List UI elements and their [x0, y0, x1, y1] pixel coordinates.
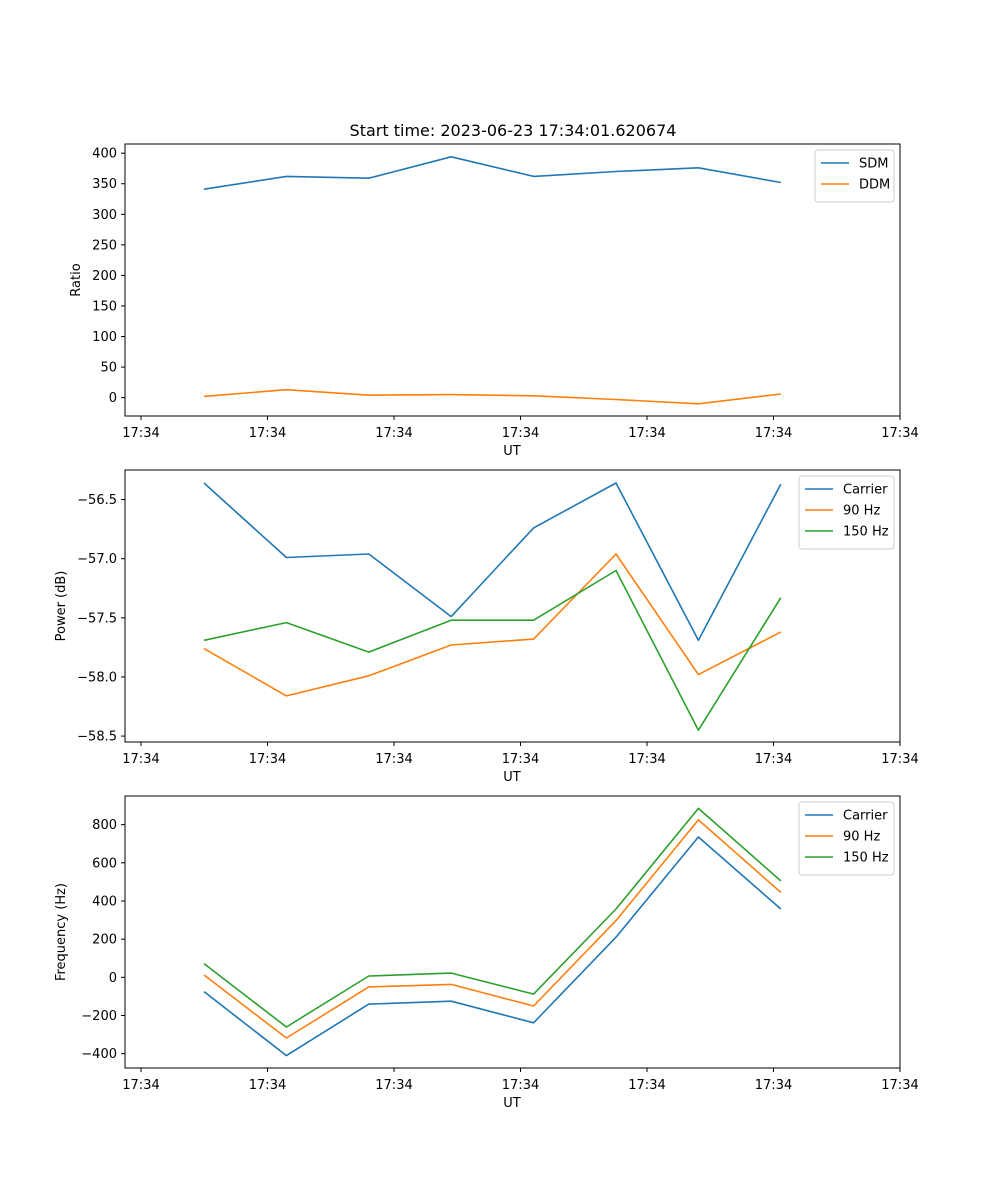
- x-axis-label: UT: [503, 444, 521, 459]
- y-tick-label: 0: [109, 391, 117, 406]
- y-tick-label: 0: [109, 971, 117, 986]
- y-tick-label: −56.5: [77, 493, 117, 508]
- x-tick-label: 17:34: [375, 752, 412, 767]
- y-tick-label: −57.5: [77, 611, 117, 626]
- x-tick-label: 17:34: [249, 1078, 286, 1093]
- series-line-carrier: [203, 836, 782, 1057]
- y-axis-label: Power (dB): [54, 571, 69, 642]
- x-tick-label: 17:34: [249, 752, 286, 767]
- chart-panel-1: 0 50 100 150 200 250 300 350 400 17:34 17:34 17:34 1…: [69, 143, 919, 459]
- y-tick-label: 400: [92, 147, 117, 162]
- legend-label: Carrier: [843, 483, 888, 498]
- y-tick-label: −58.0: [77, 670, 117, 685]
- series-line-ddm: [203, 388, 781, 405]
- axes-frame: [124, 469, 901, 743]
- y-tick-label: 150: [92, 299, 117, 314]
- x-tick-label: 17:34: [249, 426, 286, 441]
- x-axis-label: UT: [503, 770, 521, 785]
- y-tick-label: 600: [92, 856, 117, 871]
- y-tick-label: −200: [81, 1009, 117, 1024]
- y-tick-label: 100: [92, 330, 117, 345]
- series-line-carrier: [203, 482, 782, 642]
- y-axis-label: Ratio: [69, 263, 84, 296]
- x-tick-label: 17:34: [502, 752, 539, 767]
- figure-title: Start time: 2023-06-23 17:34:01.620674: [350, 121, 677, 140]
- y-tick-label: 400: [92, 894, 117, 909]
- series-line-150-hz: [203, 807, 782, 1028]
- legend-label: Carrier: [843, 809, 888, 824]
- legend-label: 150 Hz: [843, 851, 889, 866]
- axes-frame: [124, 795, 901, 1069]
- x-tick-label: 17:34: [881, 426, 918, 441]
- legend-label: 90 Hz: [843, 830, 880, 845]
- y-tick-label: −58.5: [77, 730, 117, 745]
- y-tick-label: 250: [92, 238, 117, 253]
- series-line-90-hz: [203, 819, 782, 1039]
- x-tick-label: 17:34: [375, 1078, 412, 1093]
- y-tick-label: 800: [92, 818, 117, 833]
- y-tick-label: 200: [92, 933, 117, 948]
- y-axis-label: Frequency (Hz): [54, 883, 69, 981]
- y-tick-label: −57.0: [77, 552, 117, 567]
- series-line-90-hz: [203, 553, 782, 697]
- x-tick-label: 17:34: [502, 426, 539, 441]
- y-tick-label: 200: [92, 269, 117, 284]
- x-tick-label: 17:34: [375, 426, 412, 441]
- legend-label: DDM: [859, 178, 890, 193]
- y-tick-label: 350: [92, 177, 117, 192]
- x-tick-label: 17:34: [122, 426, 159, 441]
- x-tick-label: 17:34: [755, 426, 792, 441]
- x-tick-label: 17:34: [122, 752, 159, 767]
- chart-panel-3: −400 −200 0 200 400 600 800 17:34 17:34 17:34 17:3…: [54, 795, 919, 1111]
- y-tick-label: 300: [92, 208, 117, 223]
- x-tick-label: 17:34: [881, 1078, 918, 1093]
- axes-frame: [124, 143, 901, 417]
- series-line-150-hz: [203, 569, 782, 732]
- y-tick-label: −400: [81, 1047, 117, 1062]
- series-line-sdm: [203, 156, 781, 190]
- x-tick-label: 17:34: [628, 752, 665, 767]
- x-tick-label: 17:34: [122, 1078, 159, 1093]
- x-tick-label: 17:34: [628, 426, 665, 441]
- x-tick-label: 17:34: [881, 752, 918, 767]
- x-tick-label: 17:34: [755, 1078, 792, 1093]
- x-axis-label: UT: [503, 1096, 521, 1111]
- x-tick-label: 17:34: [628, 1078, 665, 1093]
- legend-label: SDM: [859, 157, 888, 172]
- x-tick-label: 17:34: [755, 752, 792, 767]
- y-tick-label: 50: [100, 361, 117, 376]
- chart-panel-2: −56.5 −57.0 −57.5 −58.0 −58.5 17:34 17:34 17:34…: [54, 469, 919, 785]
- legend-label: 90 Hz: [843, 504, 880, 519]
- x-tick-label: 17:34: [502, 1078, 539, 1093]
- legend-label: 150 Hz: [843, 525, 889, 540]
